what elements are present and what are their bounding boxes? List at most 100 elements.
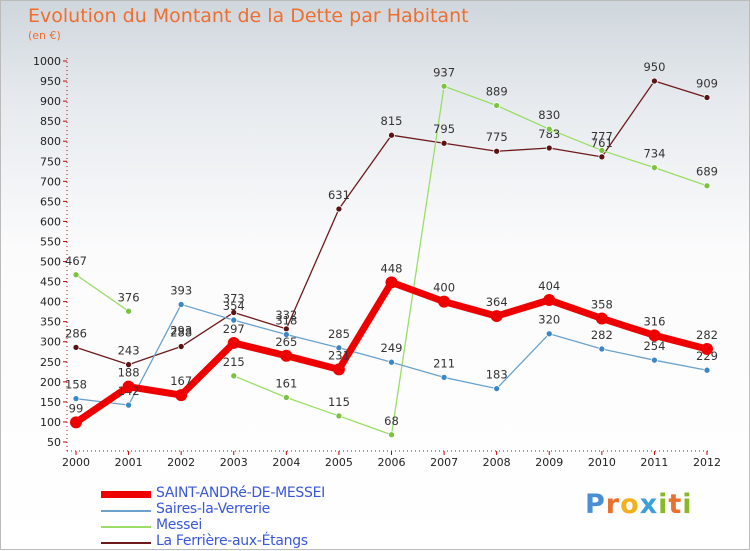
data-point [388, 131, 395, 139]
data-label: 467 [65, 254, 87, 268]
data-point [385, 276, 398, 289]
x-tick-label: 2004 [272, 456, 300, 469]
data-point [230, 372, 238, 380]
data-point [282, 331, 290, 338]
data-label: 937 [433, 65, 455, 79]
legend-item-saires: Saires-la-Verrerie [101, 501, 401, 519]
data-label: 229 [696, 349, 718, 363]
data-label: 400 [433, 281, 455, 295]
data-point [125, 401, 132, 409]
data-point [177, 301, 185, 308]
data-point [440, 374, 448, 381]
legend-label: Messei [156, 517, 202, 533]
data-label: 318 [275, 314, 297, 328]
data-point [388, 358, 395, 366]
data-point [648, 329, 661, 342]
x-tick-label: 2012 [693, 456, 721, 469]
logo-letter: o [620, 489, 640, 520]
legend-item-messei: Messei [101, 517, 401, 535]
data-point [335, 344, 343, 352]
data-point [493, 385, 501, 393]
data-label: 286 [65, 326, 87, 340]
data-point [543, 294, 556, 307]
data-label: 775 [486, 130, 508, 144]
data-point [175, 389, 188, 402]
data-label: 99 [69, 401, 84, 415]
y-tick-label: 650 [40, 195, 61, 208]
data-label: 254 [643, 339, 665, 353]
legend-swatch [101, 526, 151, 528]
data-label: 215 [223, 355, 245, 369]
series-line [75, 85, 708, 436]
data-label: 761 [591, 136, 613, 150]
data-point [125, 307, 132, 315]
data-label: 376 [118, 290, 140, 304]
y-tick-label: 950 [40, 75, 61, 88]
x-tick-label: 2011 [640, 456, 668, 469]
legend-swatch [101, 491, 151, 498]
y-tick-label: 100 [40, 416, 61, 429]
data-label: 158 [65, 378, 87, 392]
y-tick-label: 700 [40, 175, 61, 188]
y-tick-label: 300 [40, 336, 61, 349]
data-label: 950 [643, 60, 665, 74]
data-point [651, 164, 658, 172]
legend-item-saint-andre: SAINT-ANDRé-DE-MESSEI [101, 485, 401, 503]
x-tick-label: 2005 [325, 456, 353, 469]
data-point [493, 147, 501, 155]
y-tick-label: 550 [40, 235, 61, 248]
y-tick-label: 400 [40, 296, 61, 309]
data-point [545, 144, 553, 152]
x-tick-label: 2002 [167, 456, 195, 469]
data-point [282, 394, 290, 401]
data-point [72, 271, 80, 279]
data-label: 188 [118, 366, 140, 380]
logo-letter: r [605, 489, 621, 520]
data-label: 68 [384, 414, 399, 428]
chart-title: Evolution du Montant de la Dette par Hab… [28, 5, 469, 27]
data-point [230, 309, 238, 316]
data-label: 161 [275, 376, 297, 390]
legend-label: La Ferrière-aux-Étangs [156, 533, 308, 549]
data-point [703, 366, 711, 374]
data-label: 734 [643, 147, 665, 161]
data-point [545, 330, 553, 338]
chart-legend: SAINT-ANDRé-DE-MESSEI Saires-la-Verrerie… [101, 485, 401, 551]
y-tick-label: 50 [47, 436, 61, 449]
y-tick-label: 500 [40, 256, 61, 269]
data-point [125, 361, 132, 368]
data-point [335, 205, 343, 213]
data-label: 320 [538, 313, 560, 327]
legend-swatch [101, 542, 151, 544]
data-point [280, 349, 293, 362]
x-tick-label: 2006 [378, 456, 406, 469]
data-point [440, 139, 448, 147]
data-label: 448 [381, 261, 403, 275]
data-point [595, 312, 608, 325]
x-tick-label: 2007 [430, 456, 458, 469]
data-point [438, 295, 451, 308]
data-label: 183 [486, 368, 508, 382]
data-point [72, 344, 80, 351]
x-tick-label: 2010 [588, 456, 616, 469]
data-label: 358 [591, 297, 613, 311]
data-label: 815 [381, 114, 403, 128]
data-label: 889 [486, 85, 508, 99]
y-tick-label: 150 [40, 396, 61, 409]
y-tick-label: 800 [40, 135, 61, 148]
data-point [651, 356, 658, 364]
logo-letter: i [682, 489, 693, 520]
legend-swatch [101, 510, 151, 512]
data-point [703, 94, 711, 101]
data-point [332, 363, 345, 376]
data-label: 783 [538, 127, 560, 141]
data-point [701, 342, 713, 355]
legend-item-ferriere: La Ferrière-aux-Étangs [101, 533, 401, 551]
data-point [651, 77, 658, 85]
data-label: 689 [696, 165, 718, 179]
legend-label: SAINT-ANDRé-DE-MESSEI [156, 485, 325, 501]
data-label: 373 [223, 291, 245, 305]
y-tick-label: 450 [40, 276, 61, 289]
data-point [227, 336, 240, 349]
